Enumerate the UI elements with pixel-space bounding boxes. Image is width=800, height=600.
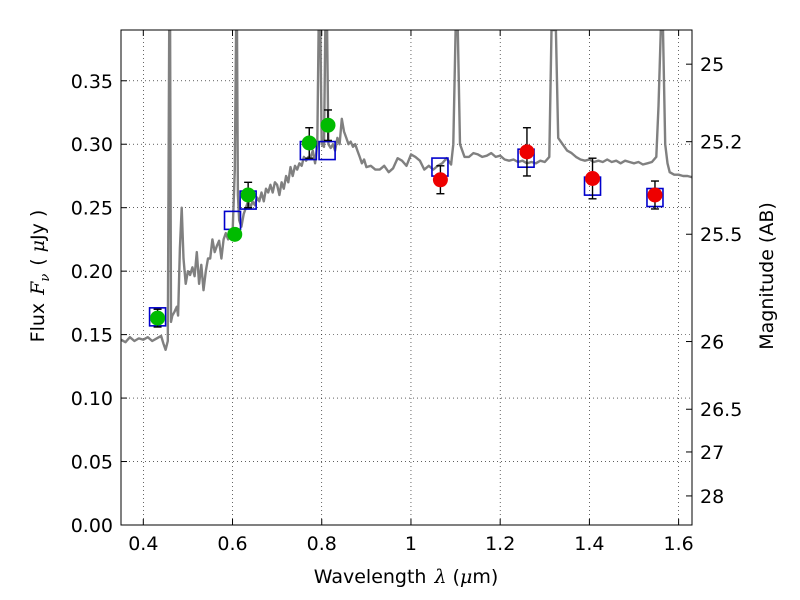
x-ticks: 0.4 0.6 0.8 1 1.2 1.4 1.6 bbox=[128, 30, 694, 555]
y2-ticks: 25 25.2 25.5 26 26.5 27 28 bbox=[686, 54, 742, 508]
y-axis-unit-close: Jy ) bbox=[27, 210, 49, 241]
y2-axis-title: Magnitude (AB) bbox=[756, 202, 778, 350]
observed-point bbox=[647, 187, 663, 203]
y-axis-symbol: F bbox=[27, 281, 49, 296]
y-ticks: 0.00 0.05 0.10 0.15 0.20 0.25 0.30 0.35 bbox=[71, 71, 127, 537]
x-axis-symbol: λ bbox=[433, 566, 446, 588]
x-axis-title: Wavelength λ (μm) bbox=[314, 566, 498, 588]
y-axis-title: Flux Fν ( μJy ) bbox=[27, 210, 53, 343]
error-bar-layer bbox=[153, 109, 659, 328]
observed-point bbox=[227, 226, 243, 242]
y-axis-unit-open: ( bbox=[27, 258, 49, 265]
observed-point bbox=[301, 135, 317, 151]
x-axis-unit-mu: μ bbox=[460, 566, 472, 588]
model-sed-line bbox=[121, 30, 692, 351]
y-tick-label: 0.25 bbox=[71, 198, 113, 220]
y-tick-label: 0.00 bbox=[71, 515, 113, 537]
observed-point bbox=[432, 172, 448, 188]
observed-point bbox=[320, 117, 336, 133]
y-axis-subscript: ν bbox=[38, 274, 53, 282]
observed-point bbox=[240, 187, 256, 203]
y-tick-label: 0.05 bbox=[71, 452, 113, 474]
x-tick-label: 0.6 bbox=[217, 533, 247, 555]
y-tick-label: 0.10 bbox=[71, 388, 113, 410]
x-tick-label: 1.2 bbox=[485, 533, 515, 555]
y2-tick-label: 26.5 bbox=[700, 399, 742, 421]
y2-tick-label: 25 bbox=[700, 54, 724, 76]
y2-tick-label: 26 bbox=[700, 332, 724, 354]
observed-point bbox=[585, 171, 601, 186]
y2-tick-label: 28 bbox=[700, 486, 724, 508]
grid-lines bbox=[121, 30, 692, 525]
y-axis-unit-mu: μ bbox=[27, 240, 49, 252]
observed-point bbox=[519, 144, 535, 160]
x-axis-unit-pre: ( bbox=[453, 566, 460, 588]
y-tick-label: 0.20 bbox=[71, 261, 113, 283]
x-axis-title-text: Wavelength bbox=[314, 566, 427, 588]
y2-tick-label: 27 bbox=[700, 442, 724, 464]
plot-frame bbox=[120, 29, 693, 526]
y-tick-label: 0.35 bbox=[71, 71, 113, 93]
x-tick-label: 1.6 bbox=[664, 533, 694, 555]
y-tick-label: 0.15 bbox=[71, 325, 113, 347]
observed-points-layer bbox=[150, 117, 663, 326]
y-tick-label: 0.30 bbox=[71, 134, 113, 156]
x-tick-label: 1 bbox=[405, 533, 417, 555]
observed-point bbox=[150, 310, 166, 326]
x-axis-unit-post: m) bbox=[472, 566, 498, 588]
y2-tick-label: 25.2 bbox=[700, 132, 742, 154]
x-tick-label: 0.8 bbox=[307, 533, 337, 555]
model-sed-layer bbox=[121, 30, 692, 351]
x-tick-label: 1.4 bbox=[574, 533, 604, 555]
y2-tick-label: 25.5 bbox=[700, 224, 742, 246]
model-photometry-box bbox=[318, 140, 336, 161]
x-tick-label: 0.4 bbox=[128, 533, 158, 555]
y-axis-title-text: Flux bbox=[27, 303, 49, 343]
